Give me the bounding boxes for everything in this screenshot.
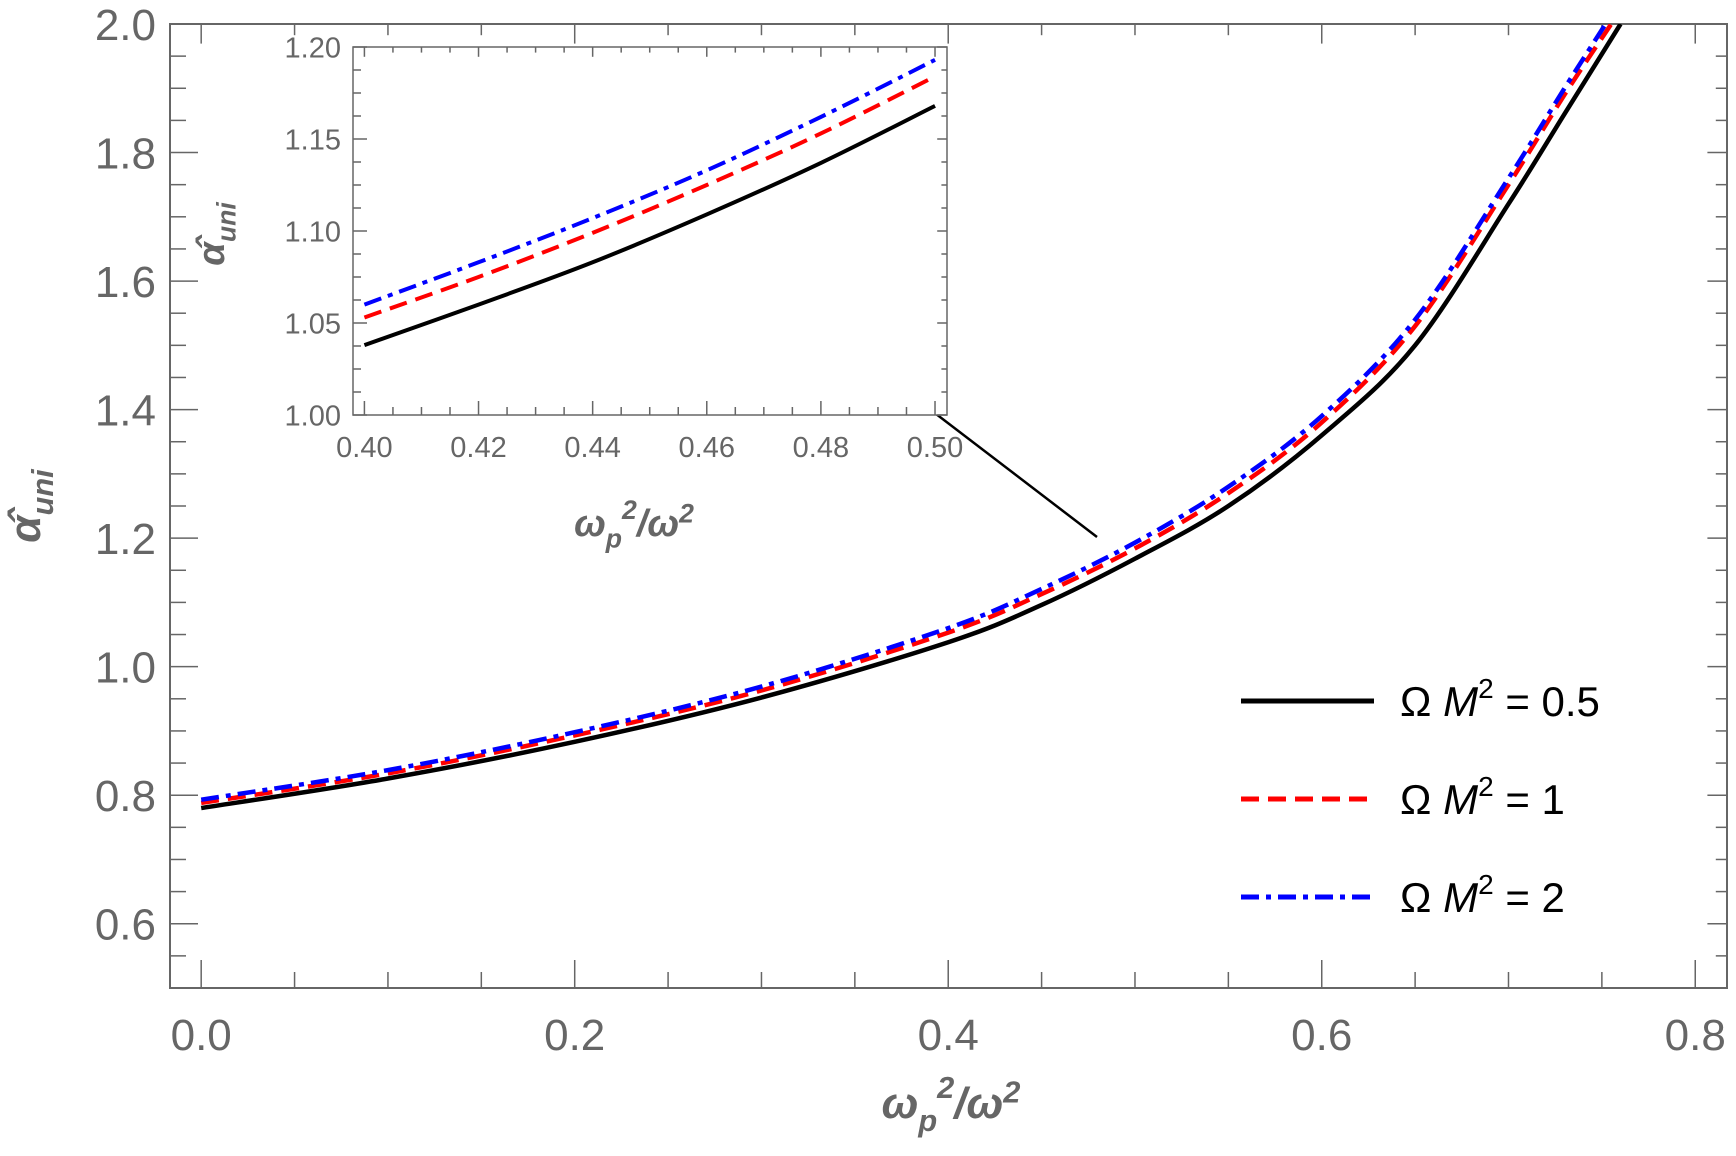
legend-label-1: Ω M2 = 1 [1400, 771, 1565, 823]
x-axis-label-part: 2 [1002, 1075, 1020, 1110]
series-line-0 [200, 24, 1623, 811]
inset-series [363, 58, 936, 347]
y-tick-label: 1.2 [95, 515, 156, 564]
series-line-0 [363, 104, 936, 347]
series-line-2 [363, 58, 936, 307]
y-tick-label: 1.10 [285, 216, 341, 248]
y-tick-label: 1.00 [285, 400, 341, 432]
y-tick-label: 1.4 [95, 386, 156, 435]
x-axis-label-part: ω [574, 503, 606, 545]
legend-label-0: Ω M2 = 0.5 [1400, 673, 1600, 725]
inset-panel: 0.40 0.42 0.44 0.46 0.48 0.50 1.00 1.05 1.10 1.15… [191, 32, 963, 553]
legend-label-part: Ω [1400, 678, 1443, 725]
x-tick-label: 0.8 [1665, 1011, 1726, 1060]
y-tick-label: 1.8 [95, 129, 156, 178]
legend-label-part: 2 [1478, 869, 1494, 900]
y-tick-label: 1.6 [95, 258, 156, 307]
legend: Ω M2 = 0.5Ω M2 = 1Ω M2 = 2 [1241, 673, 1600, 921]
legend-label-part: 2 [1478, 673, 1494, 704]
legend-label-part: 2 [1478, 771, 1494, 802]
x-axis-label-part: ω [882, 1079, 919, 1128]
y-tick-label: 0.6 [95, 901, 156, 950]
x-axis-label: ωp2/ω2 [574, 495, 694, 554]
legend-label-part: M [1443, 678, 1478, 725]
x-tick-label: 0.42 [450, 432, 506, 464]
y-tick-label: 1.15 [285, 124, 341, 156]
y-tick-label: 1.20 [285, 32, 341, 64]
legend-label-part: = 0.5 [1494, 678, 1600, 725]
x-tick-label: 0.0 [171, 1011, 232, 1060]
legend-label-part: M [1443, 776, 1478, 823]
y-axis-label-part: uni [211, 202, 241, 242]
x-tick-label: 0.6 [1291, 1011, 1352, 1060]
x-axis-label: ωp2/ω2 [882, 1070, 1021, 1138]
series-line-1 [200, 24, 1614, 806]
legend-label-part: Ω [1400, 874, 1443, 921]
x-tick-label: 0.44 [564, 432, 620, 464]
y-tick-label: 1.05 [285, 308, 341, 340]
x-axis-label-part: p [917, 1103, 937, 1138]
x-axis-label-part: /ω [952, 1079, 1003, 1128]
x-axis-label-part: 2 [621, 495, 637, 525]
main-series [200, 24, 1623, 811]
legend-label-part: = 2 [1494, 874, 1565, 921]
y-tick-label: 2.0 [95, 1, 156, 50]
y-axis-label: α̂uni [1, 468, 60, 543]
legend-label-part: M [1443, 874, 1478, 921]
x-tick-label: 0.40 [336, 432, 392, 464]
x-tick-label: 0.46 [679, 432, 735, 464]
y-tick-label: 1.0 [95, 644, 156, 693]
x-axis-label-part: 2 [936, 1070, 954, 1105]
x-tick-label: 0.4 [918, 1011, 979, 1060]
y-axis-label-part: uni [25, 468, 60, 516]
x-tick-label: 0.50 [907, 432, 963, 464]
x-axis-label-part: p [605, 523, 622, 553]
legend-label-part: Ω [1400, 776, 1443, 823]
series-line-1 [363, 74, 936, 320]
series-line-2 [200, 24, 1608, 802]
legend-label-part: = 1 [1494, 776, 1565, 823]
y-tick-label: 0.8 [95, 772, 156, 821]
x-tick-label: 0.2 [544, 1011, 605, 1060]
x-tick-label: 0.48 [793, 432, 849, 464]
inset-frame [352, 46, 948, 416]
y-axis-label: α̂uni [191, 202, 241, 266]
x-axis-label-part: 2 [678, 499, 694, 529]
legend-label-2: Ω M2 = 2 [1400, 869, 1565, 921]
x-axis-label-part: /ω [635, 503, 679, 545]
